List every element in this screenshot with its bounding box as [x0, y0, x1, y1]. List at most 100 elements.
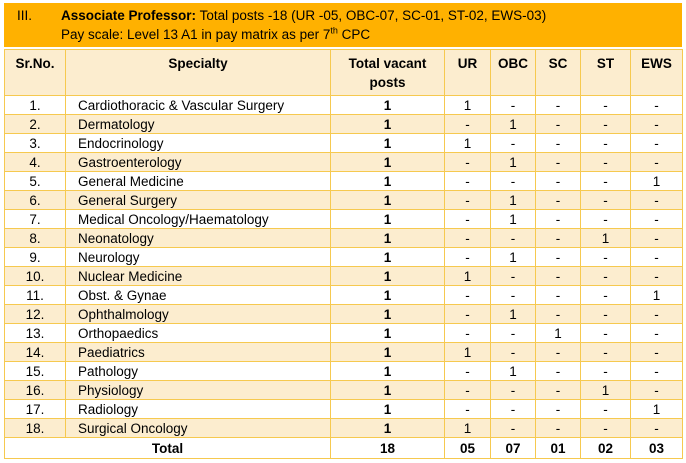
- sc-cell: -: [535, 209, 581, 229]
- total-vacant-total-cell: 18: [330, 437, 445, 459]
- section-title-bold: Associate Professor:: [61, 8, 197, 23]
- specialty-cell: General Medicine: [65, 171, 331, 191]
- table-row: 16. Physiology 1 - - - 1 -: [4, 380, 683, 400]
- sc-cell: -: [535, 95, 581, 115]
- ews-cell: -: [630, 114, 683, 134]
- table-row: 18. Surgical Oncology 1 1 - - - -: [4, 418, 683, 438]
- section-title-rest: Total posts -18 (UR -05, OBC-07, SC-01, …: [196, 8, 547, 23]
- obc-cell: 1: [490, 304, 536, 324]
- specialty-cell: Endocrinology: [65, 133, 331, 153]
- sr-no-cell: 18.: [4, 418, 66, 438]
- total-vacant-cell: 1: [330, 190, 445, 210]
- total-vacant-cell: 1: [330, 171, 445, 191]
- sr-no-cell: 12.: [4, 304, 66, 324]
- ews-cell: -: [630, 266, 683, 286]
- sr-no-cell: 2.: [4, 114, 66, 134]
- ur-cell: 1: [444, 133, 491, 153]
- total-vacant-cell: 1: [330, 380, 445, 400]
- sr-no-cell: 8.: [4, 228, 66, 248]
- specialty-cell: Ophthalmology: [65, 304, 331, 324]
- sr-no-cell: 10.: [4, 266, 66, 286]
- obc-cell: -: [490, 342, 536, 362]
- specialty-cell: Cardiothoracic & Vascular Surgery: [65, 95, 331, 115]
- ews-cell: -: [630, 133, 683, 153]
- sc-cell: -: [535, 266, 581, 286]
- table-row: 2. Dermatology 1 - 1 - - -: [4, 114, 683, 134]
- table-row: 4. Gastroenterology 1 - 1 - - -: [4, 152, 683, 172]
- ews-cell: -: [630, 418, 683, 438]
- ur-cell: 1: [444, 342, 491, 362]
- obc-cell: -: [490, 228, 536, 248]
- specialty-cell: Surgical Oncology: [65, 418, 331, 438]
- sc-cell: -: [535, 228, 581, 248]
- obc-cell: 1: [490, 361, 536, 381]
- table-row: 9. Neurology 1 - 1 - - -: [4, 247, 683, 267]
- specialty-cell: Obst. & Gynae: [65, 285, 331, 305]
- total-vacant-cell: 1: [330, 342, 445, 362]
- st-cell: -: [580, 285, 631, 305]
- ur-cell: -: [444, 247, 491, 267]
- sr-no-cell: 14.: [4, 342, 66, 362]
- sr-no-cell: 5.: [4, 171, 66, 191]
- table-header-row: Sr.No. Specialty Total vacant posts UR O…: [4, 49, 683, 96]
- pay-scale-text: Pay scale: Level 13 A1 in pay matrix as …: [61, 27, 331, 42]
- sc-cell: -: [535, 361, 581, 381]
- obc-cell: 1: [490, 209, 536, 229]
- column-header-specialty: Specialty: [65, 49, 331, 96]
- table-row: 11. Obst. & Gynae 1 - - - - 1: [4, 285, 683, 305]
- section-number: III.: [17, 8, 33, 23]
- specialty-cell: Medical Oncology/Haematology: [65, 209, 331, 229]
- specialty-cell: General Surgery: [65, 190, 331, 210]
- ews-cell: -: [630, 380, 683, 400]
- st-cell: -: [580, 323, 631, 343]
- obc-cell: 1: [490, 190, 536, 210]
- table-row: 1. Cardiothoracic & Vascular Surgery 1 1…: [4, 95, 683, 115]
- ur-cell: -: [444, 209, 491, 229]
- sc-cell: 1: [535, 323, 581, 343]
- st-cell: 1: [580, 228, 631, 248]
- sr-no-cell: 1.: [4, 95, 66, 115]
- table-row: 10. Nuclear Medicine 1 1 - - - -: [4, 266, 683, 286]
- st-cell: -: [580, 152, 631, 172]
- sr-no-cell: 6.: [4, 190, 66, 210]
- sc-cell: -: [535, 418, 581, 438]
- ews-cell: -: [630, 342, 683, 362]
- sc-cell: -: [535, 190, 581, 210]
- table-row: 8. Neonatology 1 - - - 1 -: [4, 228, 683, 248]
- sr-no-cell: 17.: [4, 399, 66, 419]
- ur-cell: -: [444, 114, 491, 134]
- pay-scale-line: Pay scale: Level 13 A1 in pay matrix as …: [61, 25, 682, 44]
- ur-cell: -: [444, 190, 491, 210]
- table-row: 15. Pathology 1 - 1 - - -: [4, 361, 683, 381]
- obc-cell: 1: [490, 114, 536, 134]
- table-row: 14. Paediatrics 1 1 - - - -: [4, 342, 683, 362]
- total-vacant-cell: 1: [330, 247, 445, 267]
- column-header-obc: OBC: [490, 49, 536, 96]
- obc-cell: -: [490, 380, 536, 400]
- ews-cell: -: [630, 209, 683, 229]
- obc-cell: -: [490, 95, 536, 115]
- sc-cell: -: [535, 304, 581, 324]
- st-cell: -: [580, 95, 631, 115]
- sc-cell: -: [535, 285, 581, 305]
- ews-cell: -: [630, 247, 683, 267]
- st-cell: 1: [580, 380, 631, 400]
- obc-cell: -: [490, 266, 536, 286]
- ews-total-cell: 03: [630, 437, 683, 459]
- st-cell: -: [580, 133, 631, 153]
- total-vacant-cell: 1: [330, 418, 445, 438]
- sc-cell: -: [535, 114, 581, 134]
- st-cell: -: [580, 342, 631, 362]
- total-vacant-cell: 1: [330, 133, 445, 153]
- total-vacant-cell: 1: [330, 399, 445, 419]
- ews-cell: 1: [630, 285, 683, 305]
- total-vacant-cell: 1: [330, 266, 445, 286]
- total-vacant-cell: 1: [330, 323, 445, 343]
- total-vacant-cell: 1: [330, 304, 445, 324]
- obc-cell: -: [490, 418, 536, 438]
- table-row: 12. Ophthalmology 1 - 1 - - -: [4, 304, 683, 324]
- table-row: 13. Orthopaedics 1 - - 1 - -: [4, 323, 683, 343]
- ews-cell: -: [630, 190, 683, 210]
- specialty-cell: Radiology: [65, 399, 331, 419]
- column-header-sr-no: Sr.No.: [4, 49, 66, 96]
